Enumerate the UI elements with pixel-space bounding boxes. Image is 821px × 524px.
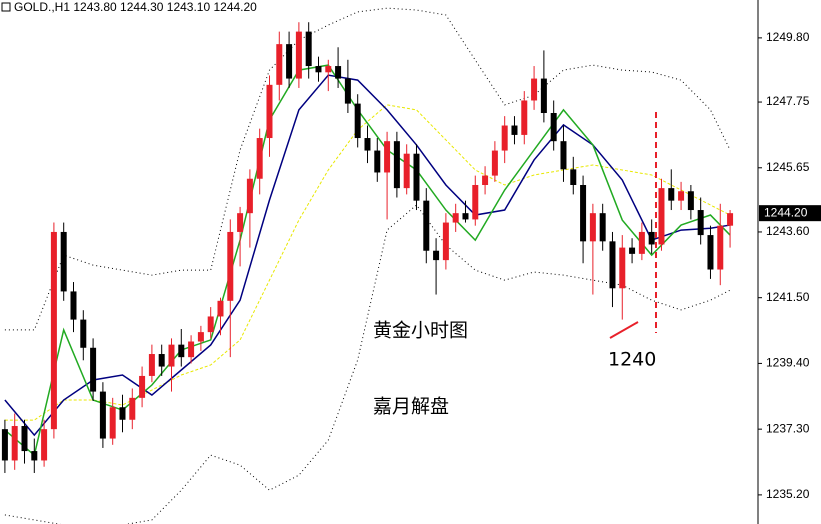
last-price-box [759,205,821,222]
candle-body [286,44,293,79]
candle-body [197,332,204,342]
candle-body [207,316,214,333]
candle-body [433,250,440,261]
last-price-label: 1244.20 [764,205,808,219]
y-tick-label: 1245.65 [766,160,810,174]
candle-body [246,178,253,214]
candle-body [109,407,116,439]
candle-body [217,300,224,317]
candle-body [50,231,57,430]
candle-body [237,213,244,232]
candle-body [99,391,106,439]
candle-body [276,44,283,85]
candle-body [41,429,48,461]
indicator-line [4,204,731,524]
symbol-icon [1,2,11,12]
candle-body [658,188,665,245]
y-tick-label: 1241.50 [766,290,810,304]
candle-body [393,141,400,189]
chart-title: GOLD.,H1 1243.80 1244.30 1243.10 1244.20 [14,0,257,14]
candle-body [139,375,146,398]
candle-body [148,354,155,376]
candle-body [482,175,489,185]
candle-body [668,188,675,201]
candle-body [452,213,459,223]
indicator-line [4,64,731,457]
candle-body [697,210,704,236]
candle-body [717,225,724,270]
y-tick-label: 1247.75 [766,94,810,108]
candle-body [315,66,322,73]
candle-body [227,231,234,301]
candle-body [560,141,567,170]
candle-body [188,341,195,358]
candle-body [90,347,97,392]
candle-body [570,169,577,185]
candle-body [609,241,616,289]
candle-body [589,213,596,242]
candle-body [413,153,420,201]
candle-body [266,84,273,139]
candle-body [384,141,391,173]
candle-body [472,184,479,220]
indicator-line [4,74,731,437]
candle-body [325,66,332,73]
annotation: 黄金小时图 [373,320,468,342]
candle-body [354,103,361,139]
candle-body [707,235,714,270]
candle-body [629,247,636,254]
annotation: 嘉月解盘 [373,396,449,418]
candle-body [31,451,38,461]
candle-body [1,429,8,461]
candle-body [638,231,645,254]
candle-body [619,247,626,289]
annotation: 1240 [608,349,656,371]
y-tick-label: 1243.60 [766,224,810,238]
candle-body [442,222,449,261]
candle-body [678,191,685,201]
candle-body [295,31,302,79]
candle-body [521,100,528,135]
candle-body [550,113,557,142]
candle-body [80,319,87,348]
candle-body [11,426,18,461]
candle-body [256,138,263,179]
candle-body [344,78,351,104]
indicator-line [4,104,731,421]
candle-body [70,291,77,320]
candle-body [599,213,606,242]
candle-body [462,213,469,220]
candle-body [168,344,175,367]
candle-body [158,354,165,367]
plot-area [1,7,734,524]
candle-body [364,138,371,151]
candle-body [511,125,518,135]
candle-body [335,66,342,79]
candle-body [21,426,28,452]
marker-stroke [609,321,639,339]
candle-body [501,125,508,151]
candle-body [540,78,547,114]
candle-body [119,407,126,420]
y-tick-label: 1239.40 [766,356,810,370]
candle-body [491,150,498,176]
candle-body [178,344,185,358]
candle-body [727,213,734,226]
y-tick-label: 1235.20 [766,487,810,501]
y-tick-label: 1237.30 [766,421,810,435]
y-tick-label: 1249.80 [766,30,810,44]
candle-body [129,397,136,420]
candle-body [531,78,538,101]
candle-body [423,200,430,251]
indicator-line [4,7,731,331]
candle-body [60,231,67,292]
candle-body [374,150,381,173]
candle-body [403,153,410,189]
candle-body [687,191,694,211]
candle-body [648,231,655,245]
candle-body [580,184,587,242]
candle-body [305,31,312,67]
